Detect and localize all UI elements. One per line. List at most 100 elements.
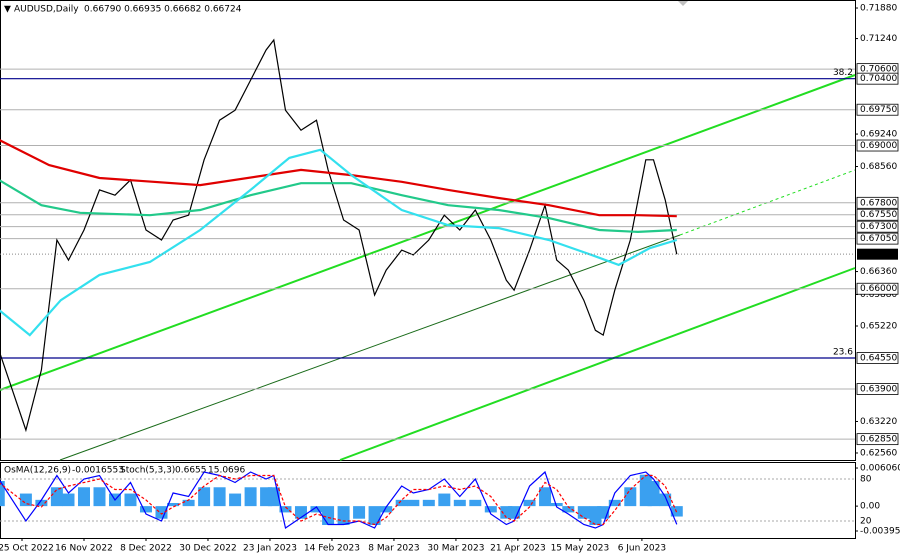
shift-marker bbox=[678, 1, 688, 6]
y-tick-label: 0.63220 bbox=[860, 417, 897, 427]
x-tick-label: 15 May 2023 bbox=[551, 544, 610, 554]
x-tick-label: 6 Jun 2023 bbox=[618, 544, 666, 554]
osma-bar bbox=[77, 487, 90, 507]
moving-average bbox=[0, 139, 677, 218]
y-tick-label: 0.71880 bbox=[860, 4, 897, 14]
y2-tick-label: 20 bbox=[860, 516, 872, 526]
osma-bar bbox=[353, 506, 366, 519]
level-label: 0.67550 bbox=[860, 210, 897, 220]
osma-bar bbox=[395, 499, 408, 507]
channel-extension bbox=[679, 169, 856, 236]
level-label: 0.67800 bbox=[860, 198, 897, 208]
moving-average bbox=[0, 148, 678, 337]
level-box bbox=[856, 139, 899, 152]
level-label: 0.66000 bbox=[860, 284, 897, 294]
osma-bar bbox=[0, 480, 5, 507]
level-label: 0.62850 bbox=[860, 435, 897, 445]
level-box bbox=[856, 196, 899, 209]
last-price-box bbox=[857, 248, 898, 260]
osma-bar bbox=[550, 502, 563, 507]
level-box bbox=[856, 282, 899, 295]
osma-bar bbox=[407, 499, 420, 507]
y2-tick-label: 80 bbox=[860, 475, 872, 485]
osma-bar bbox=[523, 499, 536, 507]
osma-bar bbox=[608, 499, 621, 507]
level-label: 0.69000 bbox=[860, 141, 897, 151]
level-label: 0.70400 bbox=[860, 74, 897, 84]
level-label: 0.64550 bbox=[860, 353, 897, 363]
y-tick-label: 0.65220 bbox=[860, 321, 897, 331]
osma-bar bbox=[229, 493, 242, 507]
y-tick-label: 0.62560 bbox=[860, 448, 897, 458]
y-tick-label: -0.0039567 bbox=[860, 527, 900, 537]
level-box bbox=[856, 383, 899, 395]
level-box bbox=[856, 72, 899, 85]
osma-bar bbox=[279, 506, 292, 513]
y-tick-label: 0.71240 bbox=[860, 34, 897, 44]
stoch-name: Stoch(5,3,3) bbox=[120, 466, 175, 476]
y-tick-label: 0.69240 bbox=[860, 130, 897, 140]
x-tick-label: 8 Mar 2023 bbox=[368, 544, 419, 554]
y-tick-label: 0.0060609 bbox=[860, 464, 900, 474]
osma-bar bbox=[453, 499, 466, 507]
x-tick-label: 30 Mar 2023 bbox=[427, 544, 484, 554]
channel-upper bbox=[0, 74, 856, 391]
x-tick-label: 14 Feb 2023 bbox=[304, 544, 360, 554]
level-box bbox=[856, 352, 899, 364]
y-tick-label: 0.68560 bbox=[860, 162, 897, 172]
chart-title: AUDUSD,Daily bbox=[14, 5, 79, 15]
x-tick-label: 21 Apr 2023 bbox=[490, 544, 546, 554]
channel-middle bbox=[59, 234, 681, 461]
osma-bar bbox=[310, 506, 323, 513]
osma-bar bbox=[577, 506, 590, 519]
osma-bar bbox=[124, 493, 137, 507]
y-tick-label: 0.65880 bbox=[860, 290, 897, 300]
menu-arrow: ▼ bbox=[4, 5, 11, 15]
osma-bar bbox=[50, 487, 63, 507]
fib-label: 23.6 bbox=[833, 347, 853, 357]
osma-value: -0.0016553 bbox=[72, 466, 124, 476]
level-label: 0.70600 bbox=[860, 65, 897, 75]
osma-bar bbox=[35, 499, 48, 507]
osma-bar bbox=[539, 487, 552, 507]
x-tick-label: 16 Nov 2022 bbox=[55, 544, 113, 554]
channel-lines bbox=[0, 74, 856, 461]
osma-bar bbox=[337, 506, 350, 525]
x-tick-label: 30 Dec 2022 bbox=[179, 544, 237, 554]
osma-bar bbox=[647, 480, 660, 507]
osma-bar bbox=[469, 499, 482, 507]
osma-bar bbox=[484, 506, 497, 513]
osma-bar bbox=[139, 506, 152, 513]
level-box bbox=[856, 433, 899, 446]
x-tick-label: 23 Jan 2023 bbox=[243, 544, 297, 554]
osma-bar bbox=[624, 487, 637, 507]
level-label: 0.69750 bbox=[860, 105, 897, 115]
level-box bbox=[856, 103, 899, 116]
osma-bar bbox=[198, 487, 211, 507]
osma-bar bbox=[380, 506, 393, 513]
osma-bar bbox=[213, 487, 226, 507]
level-box bbox=[856, 208, 899, 221]
osma-bar bbox=[93, 487, 106, 507]
level-box bbox=[856, 232, 899, 245]
moving-average bbox=[0, 179, 677, 234]
main-frame bbox=[0, 0, 856, 461]
level-box bbox=[856, 220, 899, 233]
x-tick-label: 8 Dec 2022 bbox=[120, 544, 172, 554]
y-tick-label: 0.00 bbox=[860, 502, 880, 512]
osma-name: OsMA(12,26,9) bbox=[4, 466, 71, 476]
level-label: 0.63900 bbox=[860, 385, 897, 395]
channel-lower bbox=[339, 267, 856, 461]
stoch-value: 0.6655 bbox=[175, 466, 207, 476]
fib-label: 38.2 bbox=[833, 68, 853, 78]
stochastic-line bbox=[0, 474, 678, 526]
osma-bar bbox=[267, 487, 280, 507]
osma-bar bbox=[244, 487, 257, 507]
osma-bar bbox=[182, 499, 195, 507]
quote: 0.66790 0.66935 0.66682 0.66724 bbox=[84, 5, 242, 15]
osma-bar bbox=[562, 506, 575, 513]
osma-bar bbox=[167, 502, 180, 507]
osma-bar bbox=[322, 506, 335, 525]
